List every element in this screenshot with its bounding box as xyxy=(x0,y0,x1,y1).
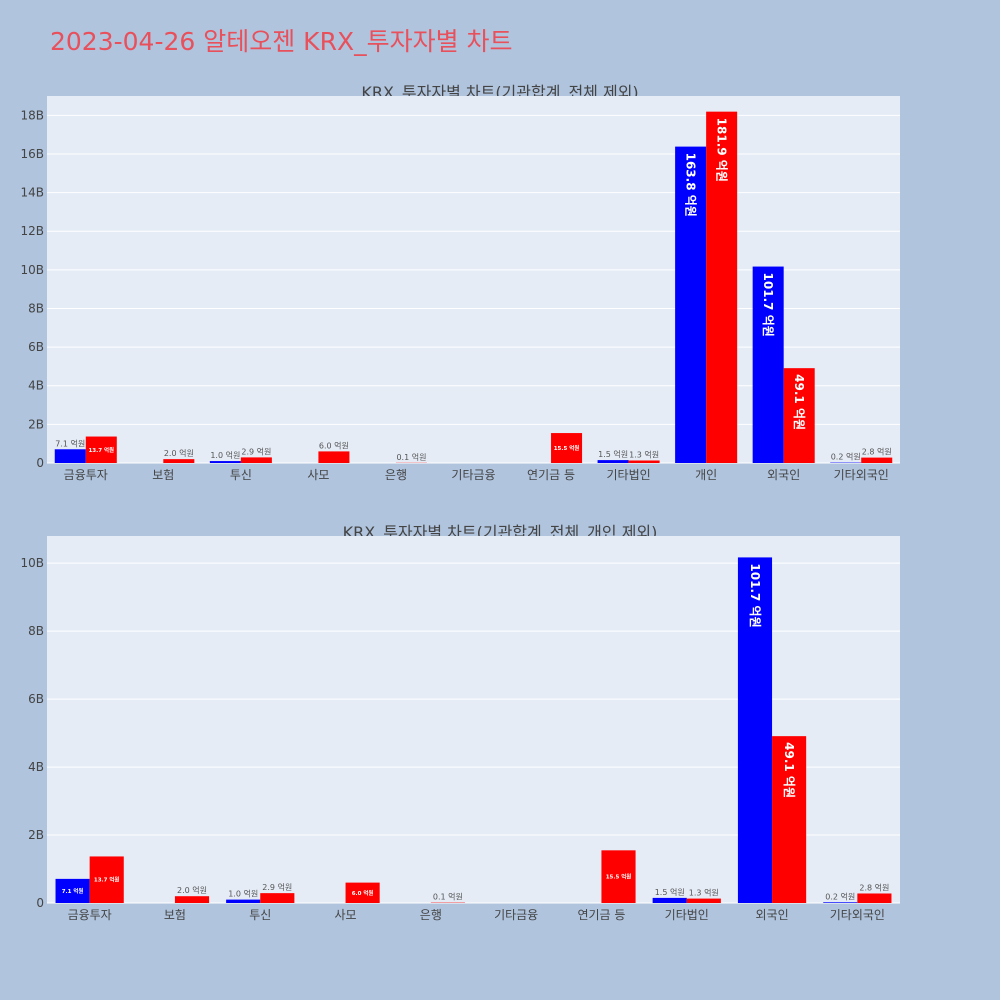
bar xyxy=(54,449,86,463)
x-tick-label: 사모 xyxy=(335,908,357,922)
data-label: 13.7 억원 xyxy=(88,446,114,454)
y-tick-label: 10B xyxy=(20,263,44,277)
x-tick-label: 기타외국인 xyxy=(830,908,885,922)
x-tick-label: 투신 xyxy=(230,468,252,482)
data-label: 15.5 억원 xyxy=(554,444,580,452)
data-label: 0.1 억원 xyxy=(396,452,426,462)
x-tick-label: 금융투자 xyxy=(68,908,112,922)
bar xyxy=(783,368,815,463)
bar xyxy=(652,897,687,903)
bar xyxy=(823,902,858,903)
data-label: 1.5 억원 xyxy=(598,449,628,459)
page-title: 2023-04-26 알테오젠 KRX_투자자별 차트 xyxy=(50,27,513,56)
bar xyxy=(551,433,583,463)
x-tick-label: 연기금 등 xyxy=(527,468,575,482)
x-tick-label: 연기금 등 xyxy=(577,908,625,922)
data-label: 0.2 억원 xyxy=(825,891,855,901)
data-label: 2.0 억원 xyxy=(177,885,207,895)
data-label: 0.2 억원 xyxy=(831,452,861,462)
x-tick-label: 은행 xyxy=(420,907,442,922)
bar xyxy=(163,459,195,463)
data-label: 181.9 억원 xyxy=(715,118,729,182)
x-tick-label: 투신 xyxy=(249,908,271,922)
x-tick-label: 사모 xyxy=(307,468,329,482)
y-tick-label: 0 xyxy=(36,456,44,470)
y-tick-label: 2B xyxy=(28,828,44,842)
data-label: 13.7 억원 xyxy=(94,876,120,884)
x-tick-label: 보험 xyxy=(152,468,174,482)
y-tick-label: 8B xyxy=(28,301,44,315)
bar xyxy=(345,882,380,903)
data-label: 163.8 억원 xyxy=(684,153,698,217)
data-label: 6.0 억원 xyxy=(319,440,349,450)
x-tick-label: 개인 xyxy=(695,468,717,482)
data-label: 49.1 억원 xyxy=(792,374,806,430)
x-tick-label: 기타금융 xyxy=(494,908,538,922)
bar xyxy=(89,856,124,903)
x-tick-label: 은행 xyxy=(385,467,407,482)
y-tick-label: 18B xyxy=(20,108,44,122)
x-tick-label: 기타법인 xyxy=(665,908,709,922)
bar xyxy=(601,850,636,903)
x-tick-label: 금융투자 xyxy=(64,468,108,482)
data-label: 1.3 억원 xyxy=(629,449,659,459)
bar xyxy=(240,457,272,463)
bar xyxy=(209,461,241,463)
y-tick-label: 14B xyxy=(20,186,44,200)
y-tick-label: 4B xyxy=(28,760,44,774)
x-tick-label: 보험 xyxy=(164,908,186,922)
bar xyxy=(686,898,721,903)
y-tick-label: 12B xyxy=(20,224,44,238)
bar xyxy=(226,899,261,903)
data-label: 1.0 억원 xyxy=(228,889,258,899)
y-tick-label: 2B xyxy=(28,417,44,431)
data-label: 101.7 억원 xyxy=(748,563,762,627)
bar xyxy=(675,146,707,463)
data-label: 2.9 억원 xyxy=(262,882,292,892)
x-tick-label: 외국인 xyxy=(755,908,788,922)
data-label: 2.9 억원 xyxy=(241,446,271,456)
bar xyxy=(772,736,807,903)
bar xyxy=(85,436,117,463)
y-tick-label: 16B xyxy=(20,147,44,161)
data-label: 2.8 억원 xyxy=(859,882,889,892)
bar xyxy=(55,878,90,903)
data-label: 7.1 억원 xyxy=(62,887,84,895)
data-label: 101.7 억원 xyxy=(761,273,775,337)
y-tick-label: 10B xyxy=(20,556,44,570)
data-label: 49.1 억원 xyxy=(782,742,796,798)
x-tick-label: 기타법인 xyxy=(607,468,651,482)
data-label: 15.5 억원 xyxy=(606,873,632,881)
bar xyxy=(706,111,738,464)
bar xyxy=(597,460,629,463)
data-label: 0.1 억원 xyxy=(433,892,463,902)
data-label: 1.0 억원 xyxy=(210,450,240,460)
bar xyxy=(752,266,784,463)
data-label: 2.8 억원 xyxy=(862,447,892,457)
y-tick-label: 8B xyxy=(28,624,44,638)
bar xyxy=(628,460,660,463)
x-tick-label: 외국인 xyxy=(767,468,800,482)
bar xyxy=(318,451,350,463)
y-tick-label: 4B xyxy=(28,379,44,393)
bar xyxy=(861,457,893,463)
bar xyxy=(737,557,773,903)
data-label: 6.0 억원 xyxy=(352,889,374,897)
y-tick-label: 6B xyxy=(28,340,44,354)
data-label: 1.5 억원 xyxy=(655,887,685,897)
y-tick-label: 6B xyxy=(28,692,44,706)
bar xyxy=(260,893,295,903)
x-tick-label: 기타외국인 xyxy=(834,468,889,482)
x-tick-label: 기타금융 xyxy=(451,468,495,482)
bar xyxy=(857,893,892,903)
y-tick-label: 0 xyxy=(36,896,44,910)
bar xyxy=(174,896,210,903)
data-label: 7.1 억원 xyxy=(55,438,85,448)
data-label: 2.0 억원 xyxy=(164,448,194,458)
data-label: 1.3 억원 xyxy=(689,888,719,898)
